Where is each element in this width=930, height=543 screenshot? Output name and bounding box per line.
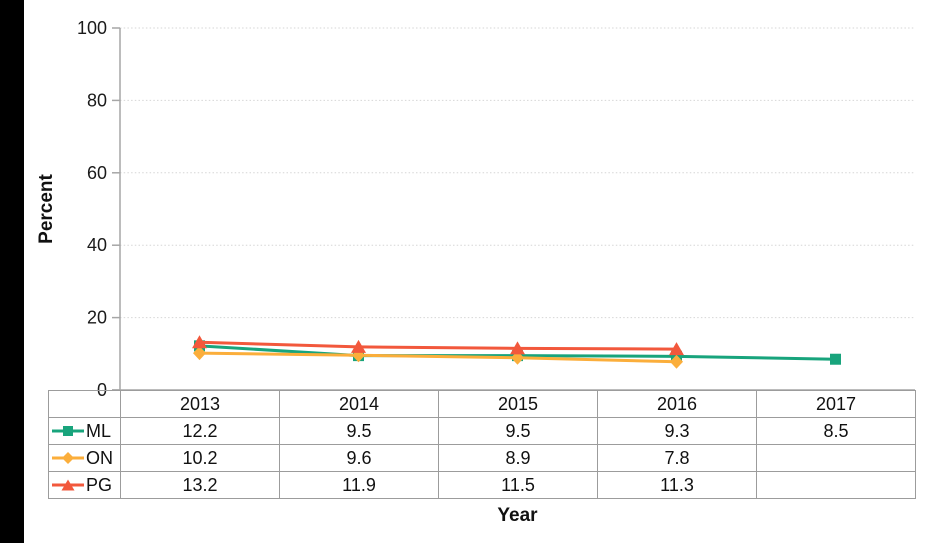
table-cell: 10.2: [120, 444, 280, 472]
table-row: ON 10.2 9.6 8.9 7.8: [48, 444, 916, 472]
table-cell: 13.2: [120, 471, 280, 499]
table-cell: 7.8: [597, 444, 757, 472]
table-cell: 9.5: [438, 417, 598, 445]
year-header: 2014: [279, 390, 439, 418]
series-label: PG: [86, 474, 113, 495]
marker-ON: [670, 354, 683, 369]
y-tick-label: 100: [77, 18, 107, 38]
legend-marker-square-icon: [52, 426, 84, 436]
table-corner-blank: [48, 390, 121, 418]
marker-PG: [192, 335, 207, 349]
y-tick-label: 60: [87, 163, 107, 183]
left-black-bar: [0, 0, 24, 543]
marker-PG: [351, 339, 366, 353]
table-cell: 9.3: [597, 417, 757, 445]
table-cell: 12.2: [120, 417, 280, 445]
data-table: 2013 2014 2015 2016 2017 ML 12.2 9.5 9.5…: [48, 390, 916, 499]
x-axis-title: Year: [497, 505, 538, 526]
series-line-ON: [199, 351, 677, 364]
table-cell: 8.5: [756, 417, 916, 445]
year-header: 2017: [756, 390, 916, 418]
legend-marker-diamond-icon: [52, 452, 84, 464]
legend-marker-triangle-icon: [52, 479, 84, 491]
legend-cell-pg: PG: [48, 471, 121, 499]
table-cell: 11.9: [279, 471, 439, 499]
table-cell: 9.6: [279, 444, 439, 472]
marker-PG: [669, 342, 684, 356]
table-cell: 8.9: [438, 444, 598, 472]
table-cell: 11.5: [438, 471, 598, 499]
series-label: ON: [86, 447, 113, 468]
series-line-PG: [199, 340, 677, 351]
y-tick-label: 40: [87, 235, 107, 255]
year-header: 2016: [597, 390, 757, 418]
table-row: PG 13.2 11.9 11.5 11.3: [48, 471, 916, 499]
year-header: 2015: [438, 390, 598, 418]
table-cell: [756, 444, 916, 472]
legend-cell-on: ON: [48, 444, 121, 472]
table-cell: 9.5: [279, 417, 439, 445]
table-cell: [756, 471, 916, 499]
marker-ML: [830, 353, 841, 365]
table-cell: 11.3: [597, 471, 757, 499]
year-header: 2013: [120, 390, 280, 418]
y-axis-title: Percent: [36, 174, 57, 244]
y-tick-label: 20: [87, 308, 107, 328]
marker-ON: [193, 346, 206, 361]
y-tick-label: 80: [87, 90, 107, 110]
table-row: ML 12.2 9.5 9.5 9.3 8.5: [48, 417, 916, 445]
table-header-row: 2013 2014 2015 2016 2017: [48, 390, 916, 418]
marker-PG: [510, 341, 525, 355]
series-label: ML: [86, 420, 112, 441]
legend-cell-ml: ML: [48, 417, 121, 445]
